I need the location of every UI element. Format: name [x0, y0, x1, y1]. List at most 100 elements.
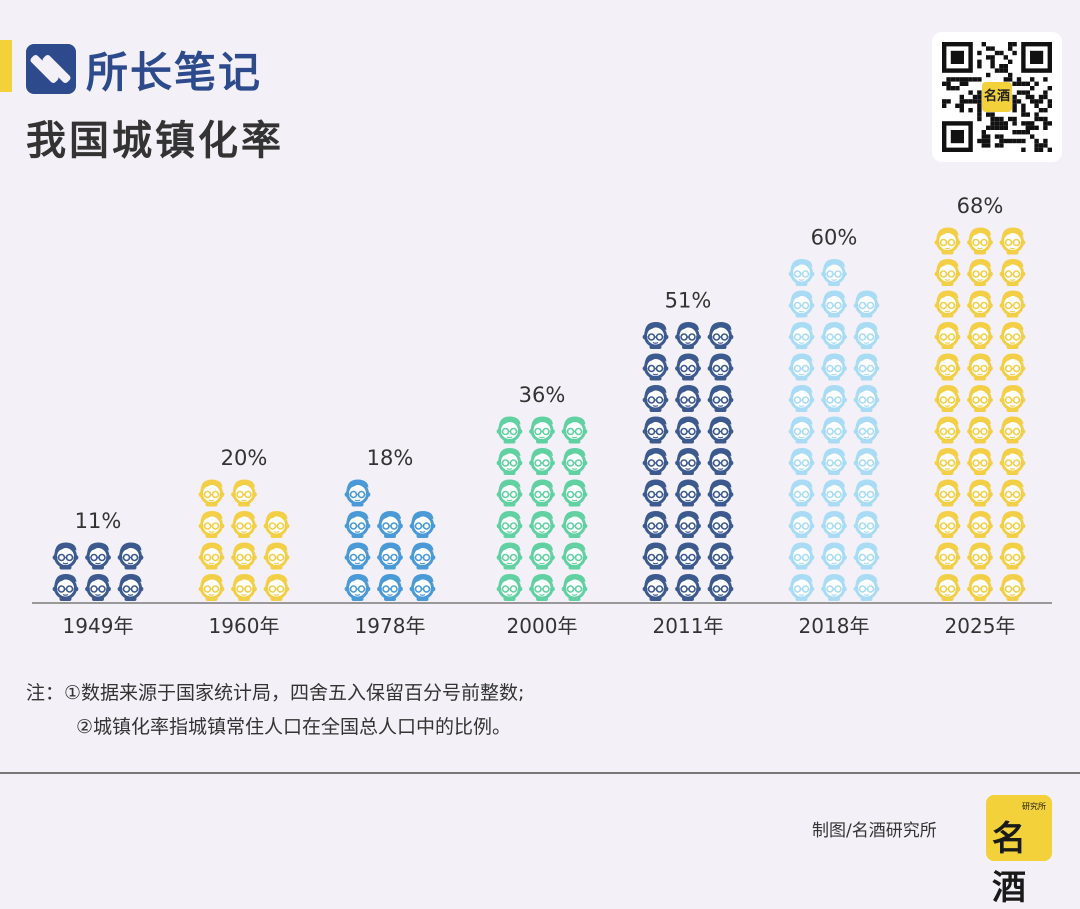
person-face-icon — [707, 322, 734, 349]
person-face-icon — [934, 416, 961, 444]
person-face-icon — [999, 227, 1026, 255]
person-face-icon — [344, 479, 371, 507]
person-face-icon — [707, 353, 734, 381]
person-face-icon — [561, 479, 588, 507]
person-face-icon — [496, 416, 523, 444]
person-face-icon — [344, 542, 371, 570]
person-face-icon — [999, 322, 1026, 349]
person-face-icon — [409, 574, 436, 601]
person-face-icon — [853, 416, 880, 444]
value-label: 20% — [221, 446, 268, 470]
person-face-icon — [967, 479, 993, 507]
person-face-icon — [52, 574, 79, 601]
person-face-icon — [821, 574, 847, 601]
person-face-icon — [85, 542, 111, 570]
person-face-icon — [344, 574, 371, 601]
person-face-icon — [675, 574, 701, 601]
person-face-icon — [999, 511, 1026, 538]
person-face-icon — [853, 290, 880, 318]
person-face-icon — [642, 511, 669, 538]
person-face-icon — [934, 511, 961, 538]
person-face-icon — [853, 353, 880, 381]
person-face-icon — [198, 511, 225, 538]
value-label: 60% — [811, 226, 858, 250]
person-face-icon — [529, 574, 555, 601]
person-face-icon — [853, 322, 880, 349]
x-tick-label: 2025年 — [945, 614, 1016, 638]
person-face-icon — [999, 448, 1026, 475]
bar — [934, 227, 1026, 601]
person-face-icon — [496, 479, 523, 507]
footnote-definition: ②城镇化率指城镇常住人口在全国总人口中的比例。 — [76, 716, 512, 738]
brand-name: 所长笔记 — [86, 47, 263, 97]
person-face-icon — [821, 416, 847, 444]
person-face-icon — [821, 448, 847, 475]
bar — [496, 416, 588, 601]
x-tick-label: 2000年 — [507, 614, 578, 638]
value-label: 36% — [519, 383, 566, 407]
value-label: 11% — [75, 509, 122, 533]
person-face-icon — [263, 542, 290, 570]
x-tick-label: 2011年 — [653, 614, 724, 638]
publisher-logo: 研究所 名酒 — [986, 795, 1052, 908]
person-face-icon — [675, 385, 701, 412]
bar — [344, 479, 436, 601]
person-face-icon — [999, 290, 1026, 318]
person-face-icon — [85, 574, 111, 601]
person-face-icon — [788, 448, 815, 475]
value-label: 18% — [367, 446, 414, 470]
person-face-icon — [707, 416, 734, 444]
person-face-icon — [788, 385, 815, 412]
person-face-icon — [999, 574, 1026, 601]
person-face-icon — [642, 479, 669, 507]
person-face-icon — [788, 353, 815, 381]
person-face-icon — [675, 448, 701, 475]
person-face-icon — [934, 290, 961, 318]
person-face-icon — [707, 448, 734, 475]
publisher-logo-main: 名酒 — [992, 819, 1026, 908]
person-face-icon — [642, 574, 669, 601]
person-face-icon — [967, 574, 993, 601]
value-label: 68% — [957, 194, 1004, 218]
x-tick-label: 1949年 — [63, 614, 134, 638]
person-face-icon — [934, 385, 961, 412]
person-face-icon — [675, 479, 701, 507]
person-face-icon — [853, 511, 880, 538]
person-face-icon — [707, 385, 734, 412]
person-face-icon — [377, 542, 403, 570]
person-face-icon — [853, 574, 880, 601]
person-face-icon — [788, 322, 815, 349]
person-face-icon — [675, 322, 701, 349]
x-tick-label: 1960年 — [209, 614, 280, 638]
person-face-icon — [642, 542, 669, 570]
person-face-icon — [707, 511, 734, 538]
person-face-icon — [853, 448, 880, 475]
person-face-icon — [999, 385, 1026, 412]
person-face-icon — [496, 448, 523, 475]
person-face-icon — [117, 574, 144, 601]
person-face-icon — [198, 574, 225, 601]
person-face-icon — [999, 259, 1026, 286]
brand-logo-icon — [26, 44, 76, 94]
person-face-icon — [529, 448, 555, 475]
person-face-icon — [263, 511, 290, 538]
person-face-icon — [788, 479, 815, 507]
person-face-icon — [561, 416, 588, 444]
person-face-icon — [788, 574, 815, 601]
person-face-icon — [967, 322, 993, 349]
person-face-icon — [967, 511, 993, 538]
footnote-source: 注：①数据来源于国家统计局，四舍五入保留百分号前整数; — [26, 682, 525, 704]
person-face-icon — [934, 227, 961, 255]
person-face-icon — [821, 259, 847, 286]
person-face-icon — [788, 416, 815, 444]
person-face-icon — [853, 542, 880, 570]
person-face-icon — [788, 259, 815, 286]
person-face-icon — [496, 511, 523, 538]
person-face-icon — [821, 511, 847, 538]
person-face-icon — [967, 542, 993, 570]
x-tick-label: 1978年 — [355, 614, 426, 638]
person-face-icon — [263, 574, 290, 601]
person-face-icon — [675, 416, 701, 444]
person-face-icon — [934, 322, 961, 349]
bar — [788, 259, 880, 601]
